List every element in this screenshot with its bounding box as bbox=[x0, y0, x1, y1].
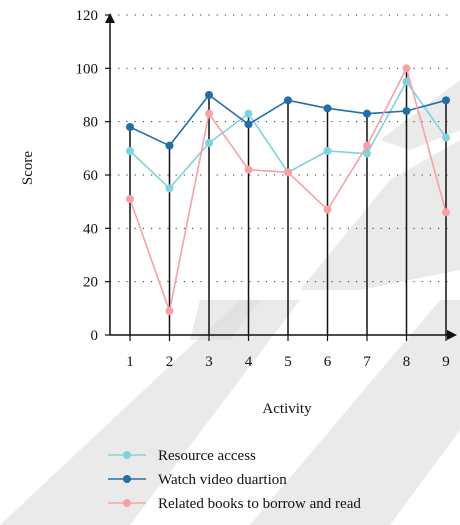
legend-label: Watch video duartion bbox=[158, 472, 287, 488]
data-point bbox=[165, 184, 174, 193]
data-point bbox=[244, 109, 253, 118]
legend-item: Watch video duartion bbox=[108, 472, 287, 488]
data-point bbox=[323, 147, 332, 155]
x-axis-label: Activity bbox=[262, 401, 312, 417]
data-point bbox=[205, 139, 213, 147]
legend-item: Related books to borrow and read bbox=[108, 496, 361, 512]
y-axis-arrow bbox=[105, 13, 115, 23]
series-3 bbox=[126, 64, 450, 315]
data-point bbox=[284, 168, 292, 177]
data-point bbox=[323, 104, 332, 113]
legend-marker bbox=[123, 451, 131, 459]
data-point bbox=[363, 141, 371, 150]
data-point bbox=[205, 91, 213, 99]
legend-item: Resource access bbox=[108, 448, 256, 464]
data-point bbox=[165, 141, 174, 150]
x-tick-label: 8 bbox=[403, 354, 411, 370]
x-axis-arrow bbox=[447, 330, 457, 340]
legend-label: Resource access bbox=[158, 448, 256, 464]
watermark-shape bbox=[0, 300, 300, 525]
data-point bbox=[126, 147, 134, 155]
x-tick-label: 2 bbox=[166, 354, 174, 370]
x-tick-label: 6 bbox=[324, 354, 332, 370]
watermark-shape bbox=[300, 140, 460, 290]
data-point bbox=[126, 195, 134, 203]
data-point bbox=[244, 120, 253, 129]
y-axis-label: Score bbox=[20, 151, 36, 185]
legend-marker bbox=[123, 475, 131, 483]
x-tick-label: 9 bbox=[442, 354, 450, 370]
data-point bbox=[363, 109, 371, 118]
data-point bbox=[126, 123, 134, 131]
y-axis-ticks: 0 20 40 60 80 100 120 bbox=[76, 8, 110, 344]
x-tick-label: 3 bbox=[205, 354, 213, 370]
data-point bbox=[323, 205, 332, 214]
series-group bbox=[126, 64, 450, 315]
y-tick-label: 100 bbox=[76, 61, 99, 77]
y-tick-label: 20 bbox=[83, 275, 98, 291]
legend: Resource access Watch video duartion Relat… bbox=[108, 448, 361, 512]
watermark-shape bbox=[250, 300, 460, 525]
data-point bbox=[442, 133, 450, 142]
watermark-shape bbox=[190, 300, 260, 340]
data-point bbox=[284, 96, 292, 105]
axes bbox=[105, 13, 457, 340]
legend-marker bbox=[123, 499, 131, 507]
y-tick-label: 120 bbox=[76, 8, 99, 24]
x-tick-label: 5 bbox=[284, 354, 292, 370]
data-point bbox=[442, 96, 450, 105]
y-tick-label: 0 bbox=[91, 328, 99, 344]
y-tick-label: 40 bbox=[83, 221, 98, 237]
data-point bbox=[244, 165, 253, 174]
data-point bbox=[363, 149, 371, 158]
y-tick-label: 80 bbox=[83, 115, 98, 131]
series-2 bbox=[126, 91, 450, 150]
legend-label: Related books to borrow and read bbox=[158, 496, 361, 512]
x-tick-label: 1 bbox=[126, 354, 134, 370]
data-point bbox=[442, 208, 450, 217]
x-tick-label: 4 bbox=[245, 354, 253, 370]
y-tick-label: 60 bbox=[83, 168, 98, 184]
data-point bbox=[205, 109, 213, 118]
data-point bbox=[402, 77, 411, 86]
data-point bbox=[402, 107, 411, 115]
data-point bbox=[402, 64, 411, 73]
data-point bbox=[165, 307, 174, 315]
x-tick-label: 7 bbox=[363, 354, 371, 370]
x-axis-ticks: 1 2 3 4 5 6 7 8 9 bbox=[126, 335, 450, 370]
